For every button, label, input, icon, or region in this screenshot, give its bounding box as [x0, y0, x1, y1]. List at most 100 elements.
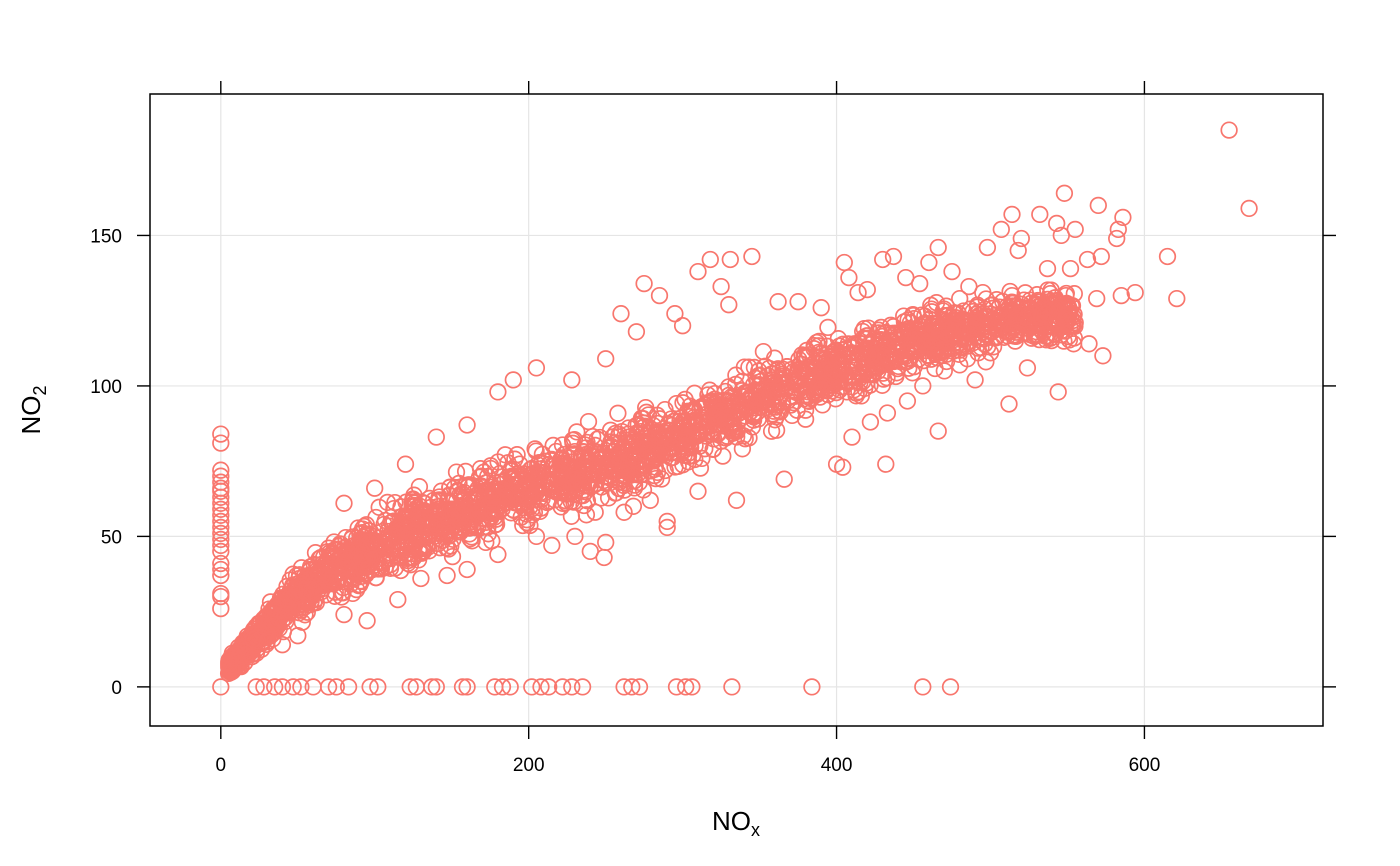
- data-point: [854, 329, 873, 347]
- data-point: [401, 678, 419, 696]
- data-point: [888, 339, 906, 357]
- y-axis-title: NO2: [16, 385, 50, 434]
- data-point: [884, 247, 903, 266]
- data-point: [1055, 184, 1074, 202]
- data-point: [577, 506, 596, 524]
- y-tick-label: 0: [111, 678, 122, 699]
- data-point: [629, 415, 647, 433]
- data-point: [1009, 241, 1027, 260]
- data-point: [641, 434, 659, 453]
- data-point: [258, 633, 276, 651]
- data-point: [832, 366, 850, 384]
- data-point: [612, 305, 630, 323]
- data-point: [812, 299, 830, 317]
- data-point: [1042, 281, 1060, 299]
- data-point: [523, 678, 541, 696]
- data-point: [1052, 326, 1070, 344]
- data-point: [344, 584, 362, 603]
- data-point: [689, 482, 707, 500]
- data-point: [721, 250, 739, 269]
- y-tick-label: 50: [101, 527, 122, 548]
- data-point: [511, 489, 529, 507]
- data-point: [976, 300, 994, 318]
- data-point: [323, 574, 341, 593]
- data-point: [642, 444, 660, 462]
- data-point: [392, 498, 410, 516]
- data-point: [840, 268, 858, 287]
- data-point: [533, 445, 552, 463]
- data-point: [312, 548, 330, 567]
- data-point: [489, 383, 507, 401]
- data-point: [845, 335, 864, 353]
- data-point: [453, 678, 472, 696]
- data-point: [1094, 347, 1112, 365]
- data-point: [662, 438, 681, 456]
- data-point: [1220, 121, 1238, 139]
- data-point: [290, 578, 308, 596]
- data-point: [876, 349, 895, 368]
- data-point: [623, 678, 641, 696]
- data-point: [1000, 395, 1018, 413]
- data-point: [525, 470, 543, 489]
- data-point: [681, 402, 700, 420]
- data-point: [281, 571, 299, 589]
- data-point: [929, 344, 947, 362]
- data-point: [565, 430, 584, 449]
- data-point: [685, 428, 703, 446]
- data-point: [673, 317, 692, 335]
- data-point: [941, 678, 960, 696]
- data-point: [1052, 226, 1070, 245]
- data-point: [212, 488, 230, 506]
- data-point: [521, 480, 540, 498]
- data-point: [515, 465, 533, 483]
- data-point: [549, 468, 568, 487]
- data-point: [266, 678, 284, 696]
- data-point: [702, 423, 720, 442]
- data-point: [992, 308, 1010, 327]
- data-point: [574, 443, 593, 461]
- data-point: [416, 494, 434, 513]
- data-point: [453, 519, 471, 537]
- data-point: [212, 506, 230, 524]
- data-point: [937, 312, 955, 330]
- data-point: [212, 554, 230, 573]
- data-point: [858, 280, 876, 299]
- data-point: [1109, 220, 1127, 239]
- data-point: [576, 446, 595, 464]
- y-tick-label: 100: [90, 377, 122, 398]
- y-tick-label: 150: [90, 226, 122, 247]
- data-point: [212, 494, 230, 512]
- data-point: [458, 519, 477, 537]
- data-point: [390, 522, 408, 541]
- data-point: [743, 247, 761, 266]
- data-point: [635, 274, 653, 293]
- data-point: [448, 481, 467, 500]
- data-point: [301, 583, 319, 602]
- data-point: [489, 545, 507, 564]
- data-point: [1089, 196, 1107, 215]
- data-point: [574, 486, 592, 505]
- data-point: [1126, 283, 1144, 302]
- data-point: [427, 506, 445, 524]
- data-point: [663, 416, 681, 435]
- data-point: [212, 678, 230, 696]
- data-point: [720, 296, 738, 314]
- data-point: [627, 323, 646, 341]
- data-point: [737, 399, 755, 418]
- data-point: [1114, 208, 1132, 227]
- data-point: [815, 361, 833, 379]
- data-point: [242, 648, 261, 666]
- data-point: [563, 371, 581, 389]
- data-point: [625, 479, 644, 497]
- data-point: [431, 539, 449, 557]
- data-point: [430, 488, 448, 506]
- data-point: [420, 542, 438, 560]
- data-point: [861, 413, 880, 431]
- data-point: [527, 359, 546, 377]
- data-point: [357, 516, 376, 534]
- data-point: [493, 475, 511, 493]
- data-point: [1240, 199, 1258, 218]
- data-point: [969, 344, 987, 362]
- data-point: [944, 319, 962, 337]
